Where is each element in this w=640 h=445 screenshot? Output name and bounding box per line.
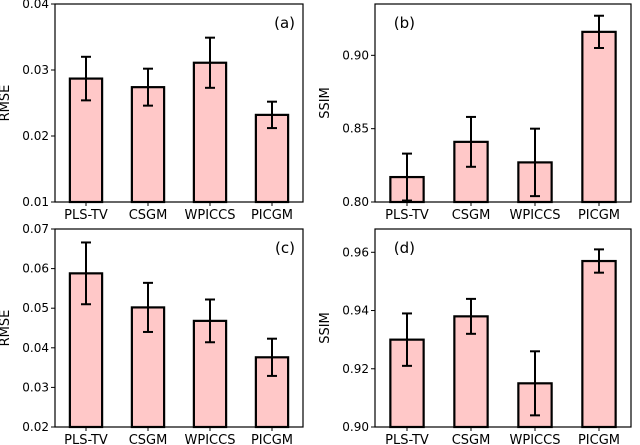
y-tick-label: 0.06 [22, 262, 49, 276]
x-tick-label: PLS-TV [385, 433, 429, 445]
y-tick-label: 0.05 [22, 301, 49, 315]
axes-frame [374, 3, 632, 203]
y-tick-label: 0.80 [342, 195, 369, 209]
y-axis-label: RMSE [0, 310, 13, 347]
y-axis-label: SSIM [318, 87, 333, 119]
x-tick-label: WPICCS [510, 433, 561, 445]
x-tick-label: PLS-TV [64, 208, 108, 223]
error-bar [594, 14, 604, 49]
error-bar [530, 127, 540, 198]
panel-label: (a) [274, 14, 295, 32]
x-tick-label: CSGM [452, 208, 491, 223]
x-tick-label: WPICCS [510, 208, 561, 223]
x-tick-label: WPICCS [185, 433, 236, 445]
error-bar [205, 298, 215, 344]
y-tick-label: 0.90 [342, 420, 369, 434]
error-bar [143, 281, 153, 333]
axes-frame [54, 3, 304, 203]
y-tick-label: 0.96 [342, 245, 369, 259]
y-tick-label: 0.02 [22, 420, 49, 434]
y-tick-label: 0.94 [342, 304, 369, 318]
panel-label: (c) [275, 239, 295, 257]
y-tick-label: 0.03 [22, 63, 49, 77]
x-tick-label: PLS-TV [385, 208, 429, 223]
y-tick-label: 0.01 [22, 195, 49, 209]
error-bar [466, 297, 476, 335]
error-bar [143, 67, 153, 107]
axes-frame [54, 228, 304, 428]
x-tick-label: PICGM [251, 433, 293, 445]
error-bar [81, 55, 91, 102]
panel-2: PLS-TV CSGM WPICCS PICGM 0.02 0.03 0.04 0.05 0.0… [0, 222, 304, 445]
y-axis-label: RMSE [0, 85, 13, 122]
y-tick-label: 0.04 [22, 341, 49, 355]
y-tick-label: 0.07 [22, 222, 49, 236]
y-tick-label: 0.04 [22, 0, 49, 11]
x-tick-label: PLS-TV [64, 433, 108, 445]
y-tick-label: 0.02 [22, 129, 49, 143]
panel-0: PLS-TV CSGM WPICCS PICGM 0.01 0.02 0.03 0.04 RMS… [0, 0, 304, 223]
error-bar [402, 152, 412, 202]
error-bar [205, 36, 215, 89]
error-bar [594, 248, 604, 274]
x-tick-label: WPICCS [185, 208, 236, 223]
error-bar [81, 241, 91, 306]
y-tick-label: 0.90 [342, 48, 369, 62]
x-tick-label: PICGM [578, 433, 620, 445]
panel-1: PLS-TV CSGM WPICCS PICGM 0.80 0.85 0.90 SSIM (b) [318, 3, 632, 223]
error-bar [530, 350, 540, 417]
panel-label: (b) [394, 14, 415, 32]
error-bar [267, 100, 277, 130]
bar [581, 30, 617, 204]
error-bar [402, 312, 412, 367]
error-bar [267, 337, 277, 377]
y-tick-label: 0.03 [22, 380, 49, 394]
x-tick-label: CSGM [129, 433, 168, 445]
y-tick-label: 0.92 [342, 362, 369, 376]
y-axis-label: SSIM [318, 312, 333, 344]
x-tick-label: PICGM [251, 208, 293, 223]
axes-frame [374, 228, 632, 428]
bar [581, 259, 617, 429]
error-bar [466, 115, 476, 168]
panel-label: (d) [394, 239, 415, 257]
y-tick-label: 0.85 [342, 122, 369, 136]
x-tick-label: CSGM [129, 208, 168, 223]
panel-3: PLS-TV CSGM WPICCS PICGM 0.90 0.92 0.94 0.96 SSI… [318, 228, 632, 445]
x-tick-label: PICGM [578, 208, 620, 223]
x-tick-label: CSGM [452, 433, 491, 445]
